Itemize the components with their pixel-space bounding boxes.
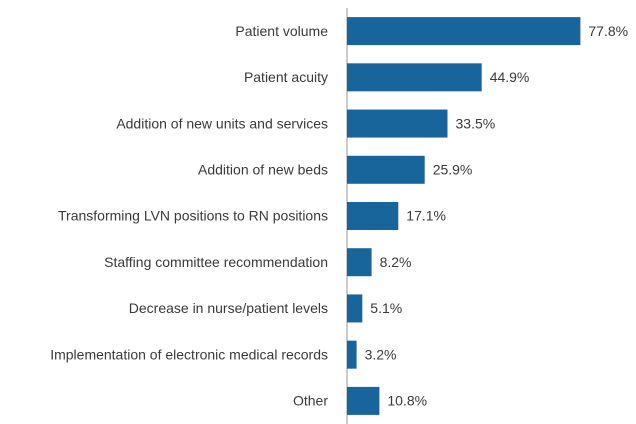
category-label: Other xyxy=(293,393,328,409)
bar xyxy=(347,63,482,92)
value-label: 17.1% xyxy=(406,208,446,224)
value-label: 25.9% xyxy=(433,161,473,177)
bar xyxy=(347,294,363,323)
category-label: Patient acuity xyxy=(244,69,328,85)
category-label: Implementation of electronic medical rec… xyxy=(50,346,328,362)
value-label: 10.8% xyxy=(387,393,427,409)
bar xyxy=(347,340,357,369)
bar xyxy=(347,155,425,184)
category-label: Addition of new units and services xyxy=(116,115,328,131)
bar xyxy=(347,17,581,46)
bar xyxy=(347,386,380,415)
value-label: 33.5% xyxy=(456,115,496,131)
category-label: Decrease in nurse/patient levels xyxy=(129,300,328,316)
bar xyxy=(347,248,372,277)
value-label: 77.8% xyxy=(588,23,628,39)
category-label: Patient volume xyxy=(235,23,328,39)
category-label: Transforming LVN positions to RN positio… xyxy=(58,208,328,224)
category-label: Addition of new beds xyxy=(198,161,328,177)
category-label: Staffing committee recommendation xyxy=(104,254,328,270)
value-label: 5.1% xyxy=(370,300,402,316)
value-label: 3.2% xyxy=(365,346,397,362)
value-label: 44.9% xyxy=(490,69,530,85)
bar xyxy=(347,109,448,138)
bar xyxy=(347,202,399,230)
value-label: 8.2% xyxy=(380,254,412,270)
